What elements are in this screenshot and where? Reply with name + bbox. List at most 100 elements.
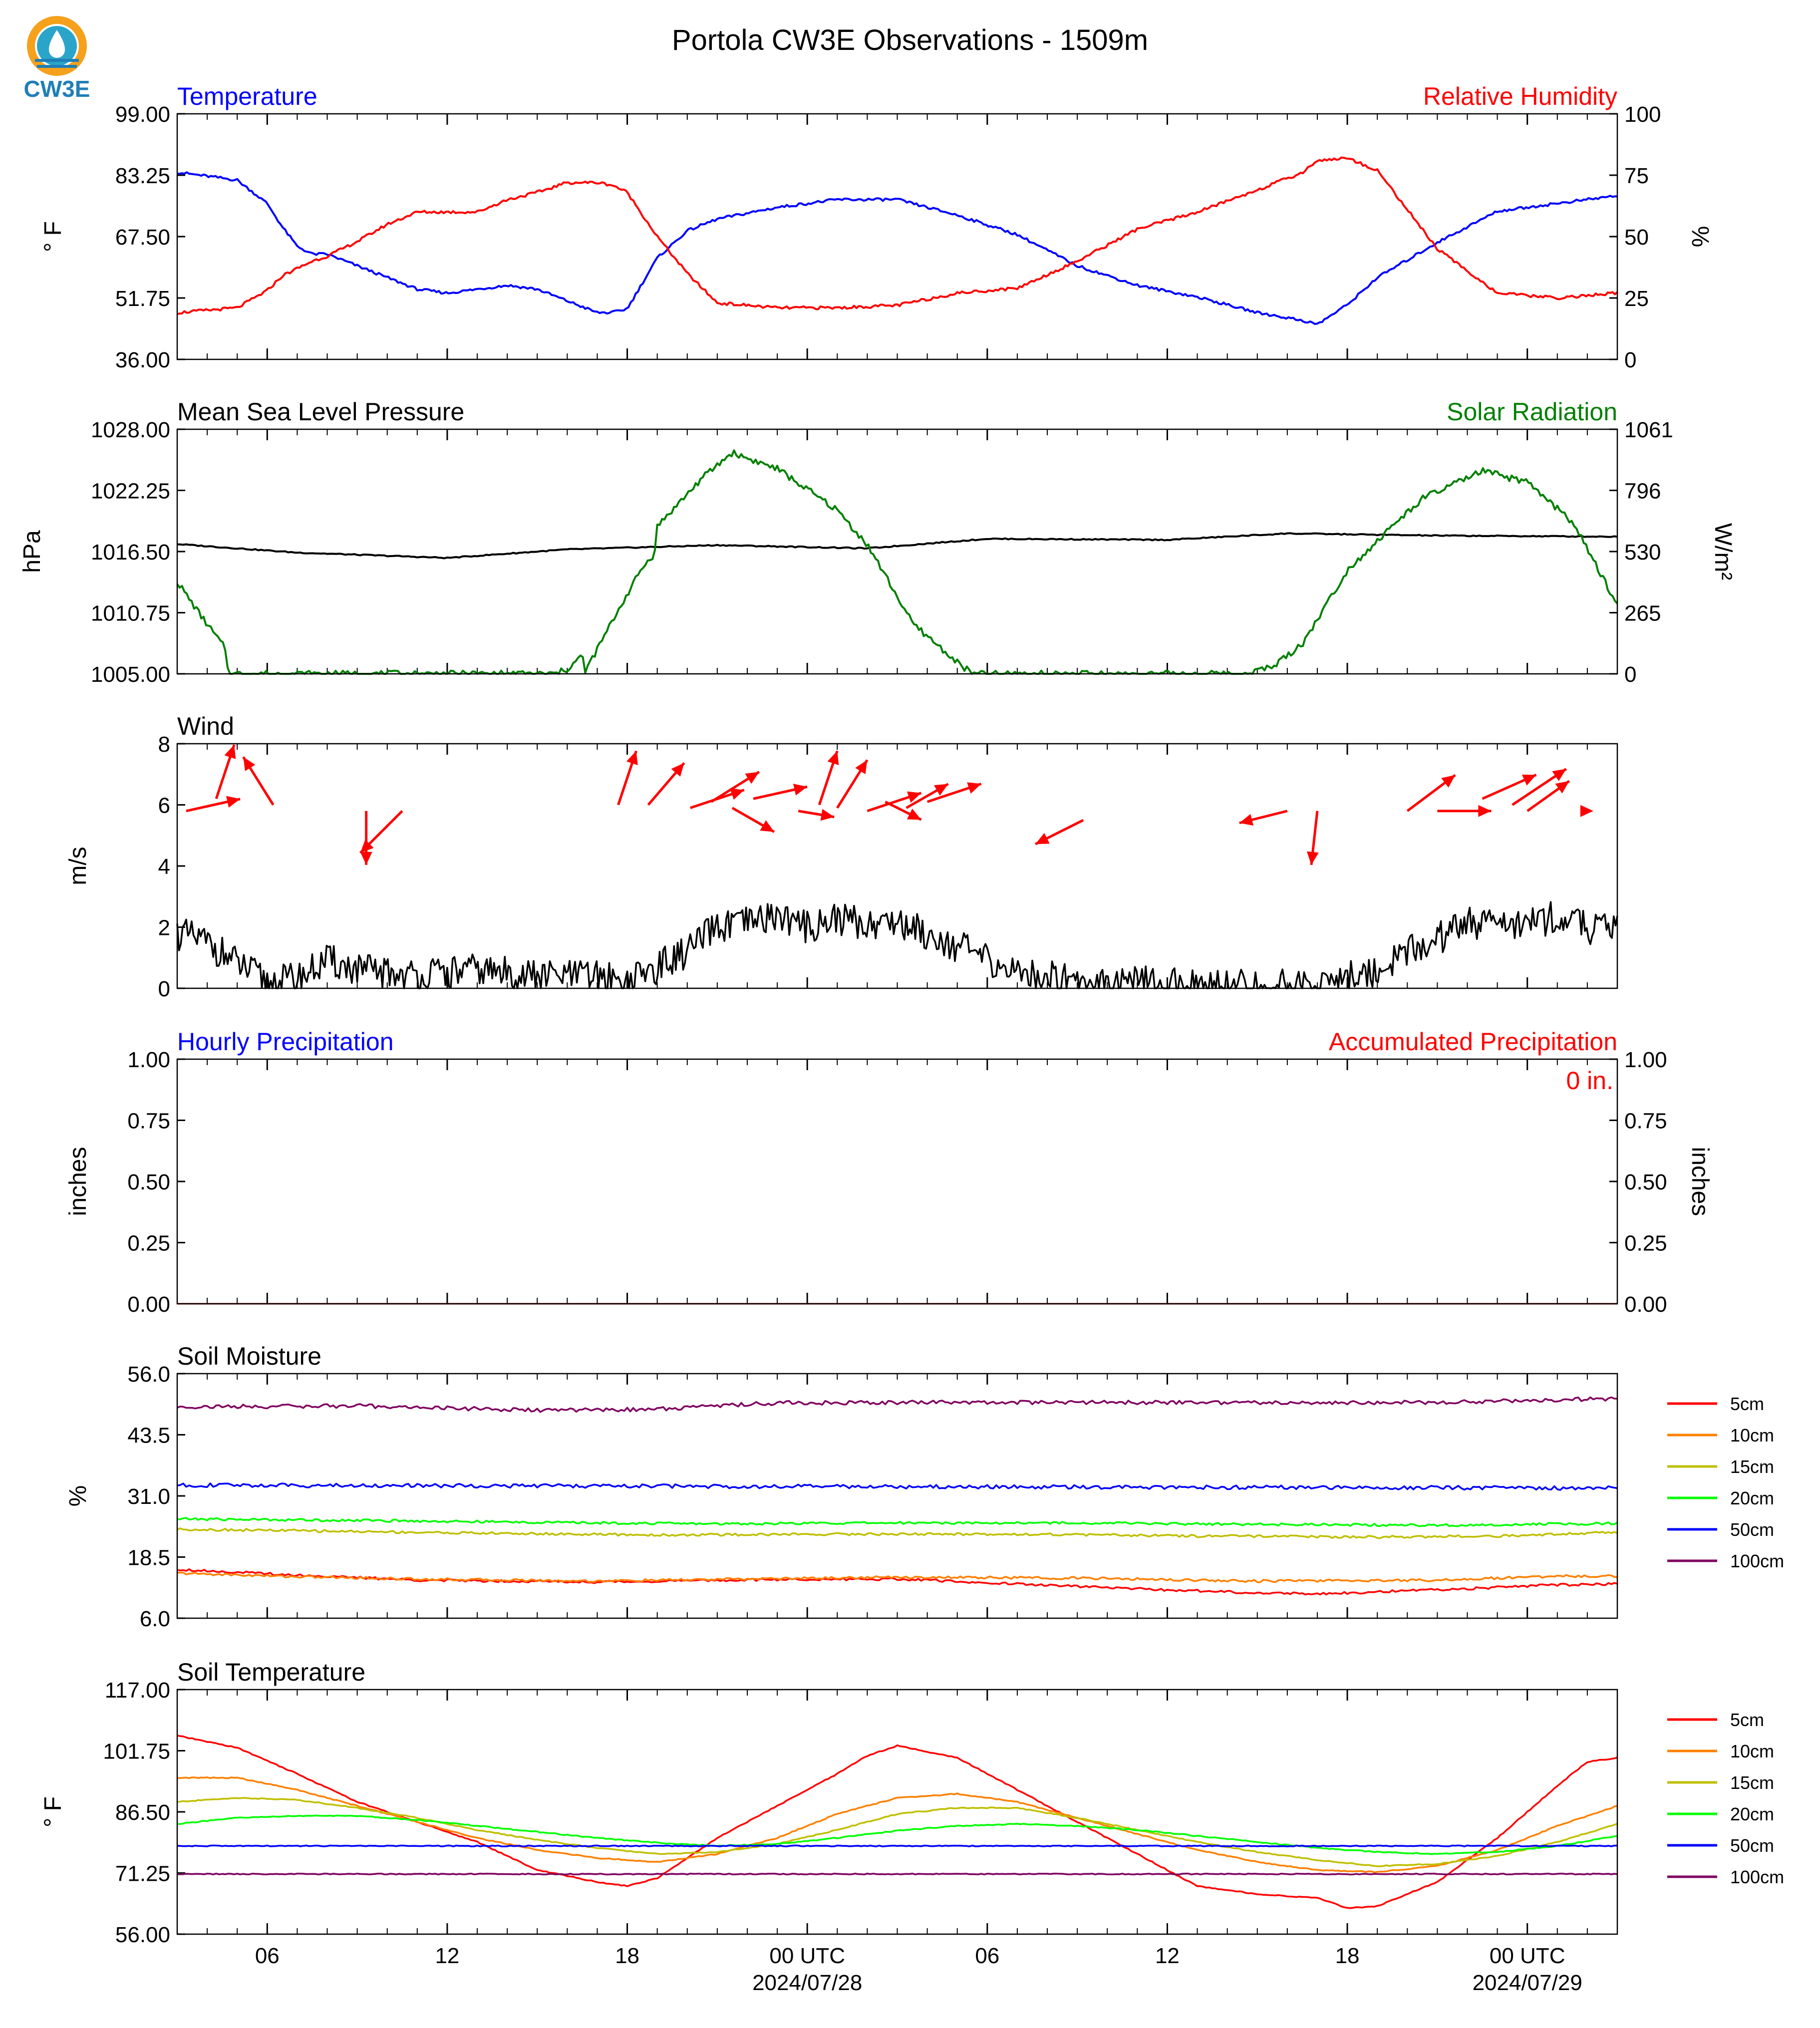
soil_moisture-legend-label: 20cm (1730, 1488, 1774, 1508)
temperature-ytick-right-label: 50 (1624, 225, 1649, 250)
wind-arrow-head (1035, 833, 1050, 845)
time-tick-label: 18 (615, 1944, 639, 1968)
soil_moisture-legend-label: 50cm (1730, 1519, 1774, 1540)
pressure-right-title: Solar Radiation (1447, 398, 1617, 426)
precipitation-ylabel: inches (65, 1147, 91, 1216)
precipitation-ytick-label: 0.00 (127, 1292, 170, 1317)
precipitation-ytick-right-label: 0.50 (1624, 1170, 1667, 1194)
wind-arrow-head (1580, 805, 1593, 817)
wind-panel: Wind 8 6 4 2 0 m/s (65, 712, 1618, 1001)
cw3e-logo: CW3E (24, 16, 90, 102)
logo-ring (27, 16, 87, 76)
wind-arrow-head (745, 772, 759, 784)
soil-temp-100cm-line (177, 1872, 1618, 1876)
time-tick-label: 00 UTC (769, 1944, 845, 1968)
temperature-ytick-right-label: 0 (1624, 348, 1636, 372)
time-tick-label: 06 (975, 1944, 999, 1968)
temperature-frame (176, 113, 1618, 360)
wind-arrow-head (827, 751, 839, 765)
soil_moisture-ytick-label: 18.5 (127, 1546, 170, 1570)
temperature-line (177, 171, 1618, 325)
precipitation-ytick-right-label: 1.00 (1624, 1048, 1667, 1072)
pressure-ylabel: hPa (19, 530, 45, 573)
soil-temp-15cm-line (177, 1797, 1618, 1867)
pressure-ytick-right-label: 0 (1624, 662, 1636, 687)
wind-arrow-head (626, 751, 638, 765)
precipitation-ytick-label: 0.50 (127, 1170, 170, 1194)
logo-wave-1 (35, 59, 79, 62)
pressure-ytick-label: 1022.25 (91, 479, 170, 504)
soil_temperature-legend-label: 50cm (1730, 1835, 1774, 1856)
time-axis: 06 12 18 00 UTC 06 12 18 00 UTC 2024/07/28 2024/0… (255, 1944, 1582, 1995)
soil_temperature-legend-label: 5cm (1730, 1710, 1764, 1730)
precipitation-ytick-label: 0.25 (127, 1231, 170, 1256)
wind-arrow-head (934, 784, 948, 796)
time-tick-label: 12 (1155, 1944, 1180, 1968)
wind-arrow-head (360, 839, 374, 853)
soil-moisture-100cm-line (177, 1396, 1618, 1413)
pressure-ytick-label: 1028.00 (91, 418, 170, 442)
wind-arrow-head (671, 763, 684, 777)
soil_temperature-legend-label: 20cm (1730, 1804, 1774, 1824)
logo-drop-icon (49, 30, 65, 58)
soil_moisture-legend-label: 100cm (1730, 1551, 1784, 1571)
soil_moisture-ytick-label: 31.0 (127, 1484, 170, 1509)
pressure-ytick-right-label: 265 (1624, 601, 1661, 626)
pressure-ytick-label: 1005.00 (91, 662, 170, 687)
wind-arrow-head (360, 852, 372, 865)
wind-arrow-head (1521, 774, 1536, 786)
wind-arrow-head (1239, 814, 1253, 826)
soil-temp-20cm-line (177, 1814, 1618, 1855)
panels: Temperature Relative Humidity99.0083.2567… (19, 82, 1784, 1947)
soil_temperature-legend-label: 10cm (1730, 1741, 1774, 1761)
precipitation-ytick-right-label: 0.75 (1624, 1109, 1667, 1134)
pressure-ytick-right-label: 530 (1624, 540, 1661, 565)
soil_temperature-ytick-label: 86.50 (115, 1800, 170, 1825)
solar-radiation-line (176, 449, 1618, 675)
soil_moisture-ylabel: % (65, 1485, 91, 1507)
pressure-ytick-label: 1016.50 (91, 540, 170, 565)
soil-moisture-20cm-line (177, 1517, 1618, 1527)
soil_moisture-panel: Soil Moisture 56.0 43.5 31.0 18.5 6.0% 5cm 10cm… (65, 1342, 1784, 1631)
soil_moisture-frame (176, 1373, 1618, 1619)
time-tick-label: 00 UTC (1490, 1944, 1565, 1968)
logo-text: CW3E (24, 76, 90, 102)
time-tick-label: 12 (435, 1944, 459, 1968)
temperature-ylabel: ° F (40, 221, 66, 252)
temperature-panel: Temperature Relative Humidity 99.00 83.25 67… (40, 82, 1713, 372)
wind-arrow-head (855, 760, 868, 775)
wind-ytick-label: 8 (158, 732, 170, 757)
logo-wave-2 (37, 65, 77, 68)
wind-arrow-head (1306, 851, 1319, 865)
pressure-ytick-label: 1010.75 (91, 601, 170, 626)
humidity-line (177, 156, 1618, 315)
soil-temp-50cm-line (177, 1844, 1618, 1847)
wind-arrow-head (1478, 805, 1492, 817)
wind-ytick-label: 4 (158, 855, 170, 879)
wind-arrow-head (243, 757, 256, 771)
pressure-left-title: Mean Sea Level Pressure (177, 398, 464, 426)
soil_temperature-legend-label: 100cm (1730, 1867, 1784, 1887)
temperature-ylabel-right: % (1687, 226, 1713, 248)
temperature-ytick-label: 83.25 (115, 164, 170, 188)
soil_moisture-legend-label: 5cm (1730, 1394, 1764, 1414)
soil_temperature-ytick-label: 117.00 (105, 1678, 170, 1703)
soil-moisture-50cm-line (177, 1482, 1618, 1491)
precipitation-panel: Hourly Precipitation Accumulated Precipit… (65, 1028, 1713, 1317)
soil_temperature-legend-label: 15cm (1730, 1772, 1774, 1793)
precipitation-right-title: Accumulated Precipitation (1329, 1028, 1617, 1056)
wind-frame (176, 743, 1618, 989)
soil_moisture-ytick-label: 43.5 (127, 1424, 170, 1448)
wind-arrow-head (760, 820, 774, 832)
soil-temp-10cm-line (177, 1776, 1618, 1873)
date-label: 2024/07/29 (1473, 1971, 1582, 1995)
wind-ytick-label: 2 (158, 916, 170, 940)
temperature-right-title: Relative Humidity (1423, 82, 1617, 110)
temperature-ytick-right-label: 75 (1624, 164, 1649, 188)
precipitation-ytick-label: 1.00 (127, 1048, 170, 1072)
soil_temperature-panel: Soil Temperature 117.00 101.75 86.50 71.25 56… (40, 1658, 1784, 1947)
wind-arrow-head (730, 788, 744, 800)
wind-arrow-head (820, 809, 835, 821)
soil_moisture-ytick-label: 6.0 (140, 1607, 170, 1631)
pressure-ytick-right-label: 1061 (1624, 418, 1673, 442)
